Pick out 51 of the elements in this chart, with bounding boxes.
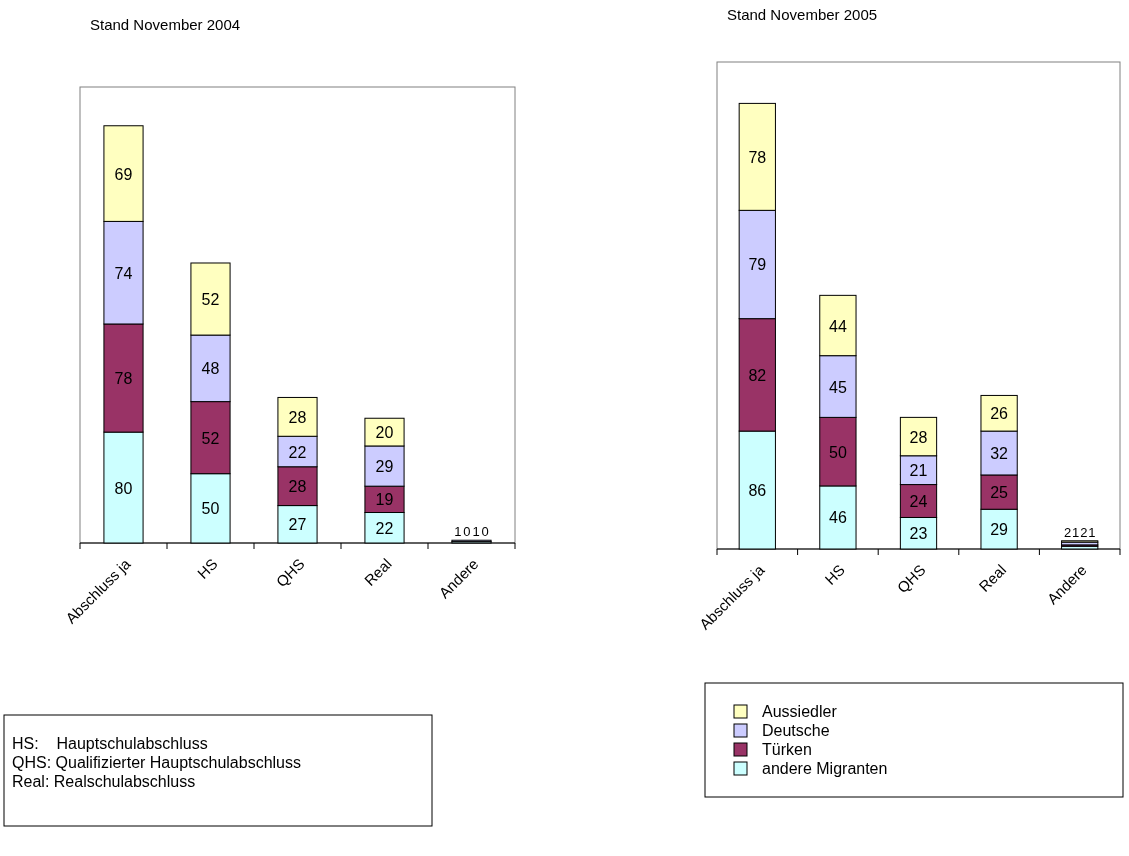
x-tick-label: HS — [193, 555, 221, 582]
data-label: 80 — [114, 479, 133, 497]
data-label: 44 — [829, 317, 847, 335]
data-label: 48 — [201, 360, 220, 378]
data-label: 52 — [201, 291, 220, 309]
data-label: 78 — [748, 148, 767, 166]
data-label: 69 — [114, 165, 133, 183]
data-label: 1 — [454, 524, 462, 540]
data-label: 1 — [1072, 524, 1080, 540]
data-label: 23 — [909, 525, 928, 543]
data-label: 29 — [990, 521, 1009, 539]
data-label: 82 — [748, 366, 767, 384]
legend-label: Aussiedler — [762, 703, 838, 720]
data-label: 86 — [748, 482, 767, 500]
data-label: 28 — [909, 428, 928, 446]
text: Real: Realschulabschluss — [12, 773, 196, 790]
data-label: 28 — [288, 408, 307, 426]
data-label: 1 — [472, 524, 480, 540]
chart-subtitle: Stand November 2005 — [727, 6, 878, 23]
data-label: 28 — [288, 478, 307, 496]
data-label: 25 — [990, 484, 1009, 502]
data-label: 27 — [288, 516, 307, 534]
data-label: 45 — [829, 378, 847, 396]
data-label: 79 — [748, 256, 767, 274]
data-label: 50 — [829, 443, 847, 461]
data-label: 52 — [201, 429, 220, 447]
data-label: 22 — [288, 443, 307, 461]
text: QHS: Qualifizierter Hauptschulabschluss — [12, 754, 302, 771]
data-label: 0 — [481, 524, 489, 540]
text: HS: Hauptschulabschluss — [12, 735, 208, 752]
data-label: 29 — [375, 458, 394, 476]
data-label: 32 — [990, 445, 1009, 463]
data-label: 21 — [909, 462, 928, 480]
data-label: 46 — [829, 509, 847, 527]
data-label: 2 — [1080, 524, 1088, 540]
legend-label: andere Migranten — [762, 760, 888, 777]
data-label: 74 — [114, 264, 133, 282]
data-label: 2 — [1063, 524, 1072, 540]
chart-subtitle: Stand November 2004 — [90, 16, 241, 33]
data-label: 50 — [201, 500, 220, 518]
data-label: 22 — [375, 519, 394, 537]
data-label: 1 — [1088, 524, 1096, 540]
x-tick-label: HS — [821, 561, 849, 588]
data-label: 20 — [375, 424, 394, 442]
data-label: 19 — [375, 491, 394, 509]
legend-label: Deutsche — [762, 722, 830, 739]
data-label: 78 — [114, 370, 133, 388]
data-label: 0 — [463, 524, 471, 540]
data-label: 24 — [909, 493, 928, 511]
legend-label: Türken — [762, 741, 812, 758]
data-label: 26 — [990, 405, 1009, 423]
